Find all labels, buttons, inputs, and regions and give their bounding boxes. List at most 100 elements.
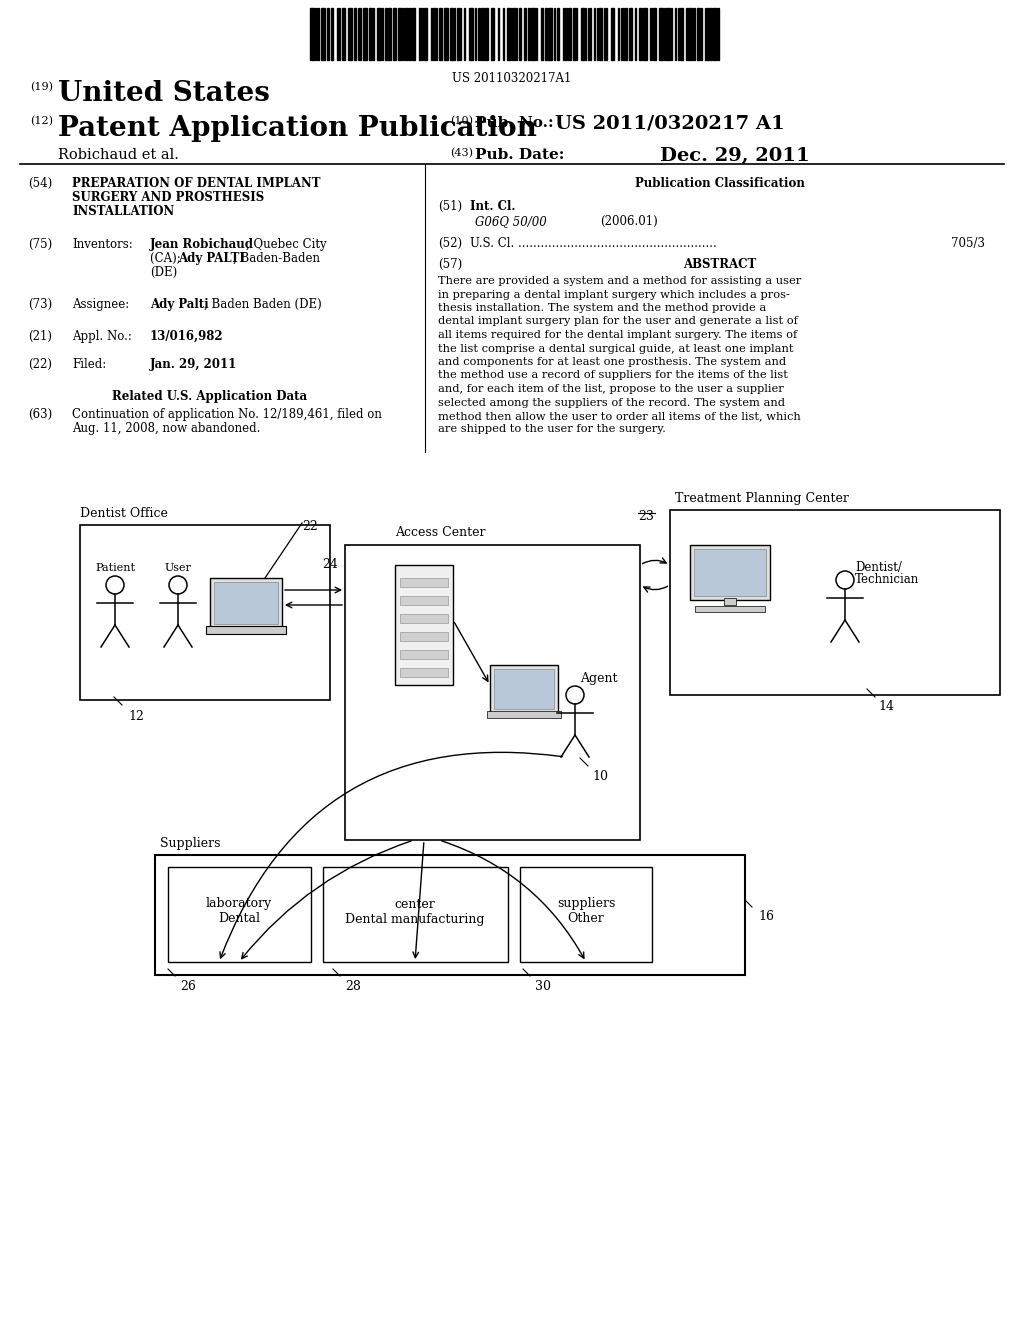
Text: Dentist/: Dentist/ (855, 561, 902, 574)
Text: (52): (52) (438, 238, 462, 249)
Text: (51): (51) (438, 201, 462, 213)
Text: and, for each item of the list, propose to the user a supplier: and, for each item of the list, propose … (438, 384, 783, 393)
Bar (695, 606, 765, 612)
Bar (400, 668, 449, 677)
Bar (653, 8, 656, 59)
Bar (629, 8, 632, 59)
Bar (424, 8, 427, 59)
Text: User: User (165, 564, 191, 573)
Text: Int. Cl.: Int. Cl. (470, 201, 515, 213)
Text: (12): (12) (30, 116, 53, 127)
Text: all items required for the dental implant surgery. The items of: all items required for the dental implan… (438, 330, 798, 341)
Text: INSTALLATION: INSTALLATION (72, 205, 174, 218)
Text: Other: Other (567, 912, 604, 925)
Text: 28: 28 (345, 979, 360, 993)
Text: (21): (21) (28, 330, 52, 343)
Text: Suppliers: Suppliers (160, 837, 220, 850)
Bar (409, 8, 411, 59)
Text: Continuation of application No. 12/189,461, filed on: Continuation of application No. 12/189,4… (72, 408, 382, 421)
Bar (520, 867, 652, 962)
Bar (385, 8, 387, 59)
Bar (650, 8, 652, 59)
Bar (680, 8, 683, 59)
Text: Jean Robichaud: Jean Robichaud (150, 238, 254, 251)
Text: Publication Classification: Publication Classification (635, 177, 805, 190)
Bar (444, 8, 449, 59)
Bar (545, 8, 547, 59)
Text: Agent: Agent (580, 672, 617, 685)
Bar (724, 598, 736, 605)
Bar (400, 597, 449, 605)
Text: laboratory: laboratory (206, 898, 272, 911)
Bar (599, 8, 602, 59)
Bar (494, 669, 554, 709)
Bar (393, 8, 396, 59)
Text: 705/3: 705/3 (951, 238, 985, 249)
Text: the list comprise a dental surgical guide, at least one implant: the list comprise a dental surgical guid… (438, 343, 794, 354)
Text: U.S. Cl. .....................................................: U.S. Cl. ...............................… (470, 238, 717, 249)
Bar (531, 8, 535, 59)
Text: Technician: Technician (855, 573, 920, 586)
Text: method then allow the user to order all items of the list, which: method then allow the user to order all … (438, 411, 801, 421)
Bar (507, 8, 510, 59)
Bar (406, 8, 408, 59)
Bar (345, 545, 640, 840)
Text: , Baden Baden (DE): , Baden Baden (DE) (204, 298, 322, 312)
Text: 13/016,982: 13/016,982 (150, 330, 223, 343)
Text: Dec. 29, 2011: Dec. 29, 2011 (660, 147, 810, 165)
Text: (22): (22) (28, 358, 52, 371)
Text: Pub. Date:: Pub. Date: (475, 148, 564, 162)
Bar (482, 8, 484, 59)
Text: 16: 16 (758, 909, 774, 923)
Bar (519, 8, 521, 59)
Bar (155, 855, 745, 975)
Text: are shipped to the user for the surgery.: are shipped to the user for the surgery. (438, 425, 666, 434)
Bar (611, 8, 614, 59)
Bar (557, 8, 559, 59)
Text: Jan. 29, 2011: Jan. 29, 2011 (150, 358, 238, 371)
Text: There are provided a system and a method for assisting a user: There are provided a system and a method… (438, 276, 801, 286)
Bar (80, 525, 330, 700)
Text: , Baden-Baden: , Baden-Baden (233, 252, 319, 265)
Text: 23: 23 (638, 510, 654, 523)
Text: (DE): (DE) (150, 267, 177, 279)
Bar (710, 8, 712, 59)
Text: SURGERY AND PROSTHESIS: SURGERY AND PROSTHESIS (72, 191, 264, 205)
Bar (321, 8, 325, 59)
Text: Ady Palti: Ady Palti (150, 298, 209, 312)
Bar (688, 8, 691, 59)
Text: (63): (63) (28, 408, 52, 421)
Bar (485, 8, 488, 59)
Text: thesis installation. The system and the method provide a: thesis installation. The system and the … (438, 304, 766, 313)
Text: Treatment Planning Center: Treatment Planning Center (675, 492, 849, 506)
Text: 26: 26 (180, 979, 196, 993)
Bar (400, 578, 449, 587)
Text: suppliers: suppliers (557, 898, 615, 911)
Bar (690, 545, 770, 601)
Text: Patient: Patient (95, 564, 135, 573)
Bar (487, 711, 561, 718)
Bar (419, 8, 421, 59)
Text: center: center (394, 898, 435, 911)
Bar (541, 8, 543, 59)
Text: Dental: Dental (218, 912, 260, 925)
Text: , Quebec City: , Quebec City (246, 238, 327, 251)
Bar (388, 8, 391, 59)
Text: (19): (19) (30, 82, 53, 92)
Text: Dental manufacturing: Dental manufacturing (345, 912, 484, 925)
Text: Pub. No.:: Pub. No.: (475, 116, 554, 129)
Text: Ady PALTI: Ady PALTI (178, 252, 245, 265)
Bar (439, 8, 442, 59)
Bar (548, 8, 552, 59)
Bar (362, 8, 367, 59)
Text: 10: 10 (592, 770, 608, 783)
Text: dental implant surgery plan for the user and generate a list of: dental implant surgery plan for the user… (438, 317, 798, 326)
Bar (214, 582, 278, 624)
Bar (697, 8, 700, 59)
Text: (43): (43) (450, 148, 473, 158)
Text: (CA);: (CA); (150, 252, 184, 265)
Text: (2006.01): (2006.01) (600, 215, 657, 228)
Bar (398, 8, 401, 59)
Text: (57): (57) (438, 257, 462, 271)
Text: Access Center: Access Center (395, 525, 485, 539)
